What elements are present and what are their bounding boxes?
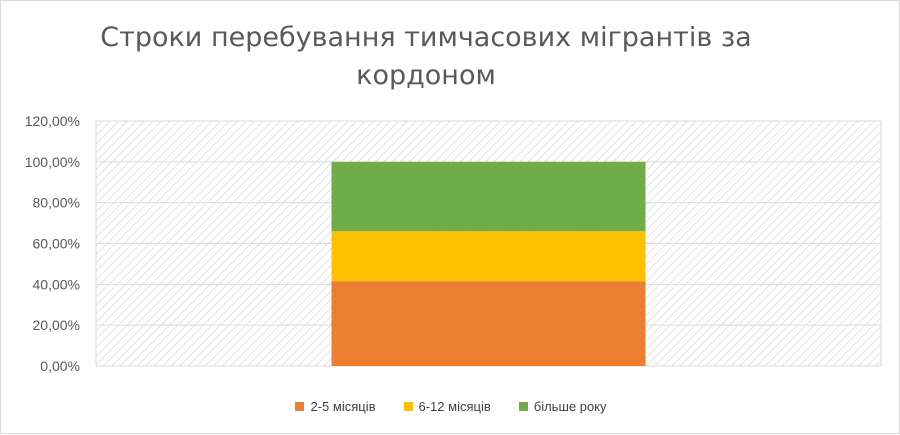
legend: 2-5 місяців 6-12 місяців більше року [1,395,900,417]
y-tick-label: 120,00% [25,113,80,129]
legend-label: 2-5 місяців [310,398,376,414]
bar-segment [331,161,646,232]
y-tick-label: 40,00% [33,276,80,292]
y-tick-label: 20,00% [33,317,80,333]
y-tick-label: 100,00% [25,154,80,170]
y-axis-ticks: 0,00% 20,00% 40,00% 60,00% 80,00% 100,00% 120,… [25,113,80,374]
legend-item: більше року [518,398,607,414]
y-tick-label: 0,00% [40,358,80,374]
legend-item: 6-12 місяців [403,398,491,414]
legend-label: більше року [533,398,607,414]
legend-swatch [403,401,413,411]
bar-segment [331,231,646,282]
y-tick-label: 80,00% [33,195,80,211]
legend-label: 6-12 місяців [418,398,491,414]
chart-title: Строки перебування тимчасових мігрантів … [100,22,752,91]
legend-item: 2-5 місяців [295,398,376,414]
bars [331,161,646,366]
y-tick-label: 60,00% [33,236,80,252]
bar-segment [331,281,646,366]
legend-swatch [295,401,305,411]
legend-swatch [518,401,528,411]
